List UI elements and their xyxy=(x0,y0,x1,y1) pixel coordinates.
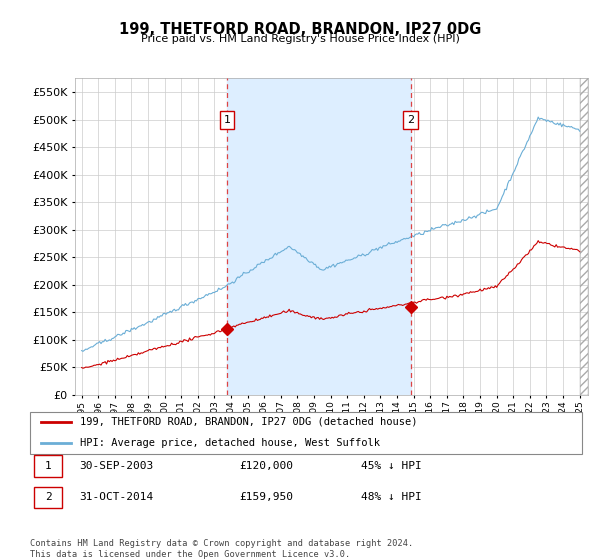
Text: £159,950: £159,950 xyxy=(240,492,294,502)
Text: 199, THETFORD ROAD, BRANDON, IP27 0DG: 199, THETFORD ROAD, BRANDON, IP27 0DG xyxy=(119,22,481,38)
Text: 45% ↓ HPI: 45% ↓ HPI xyxy=(361,461,422,471)
Text: 1: 1 xyxy=(45,461,52,471)
Text: 2: 2 xyxy=(407,115,415,125)
Bar xyxy=(34,455,62,477)
Text: £120,000: £120,000 xyxy=(240,461,294,471)
Text: 2: 2 xyxy=(45,492,52,502)
Text: 1: 1 xyxy=(223,115,230,125)
FancyBboxPatch shape xyxy=(30,412,582,454)
Text: HPI: Average price, detached house, West Suffolk: HPI: Average price, detached house, West… xyxy=(80,438,380,447)
Text: 31-OCT-2014: 31-OCT-2014 xyxy=(80,492,154,502)
Bar xyxy=(34,487,62,508)
Text: 199, THETFORD ROAD, BRANDON, IP27 0DG (detached house): 199, THETFORD ROAD, BRANDON, IP27 0DG (d… xyxy=(80,417,417,427)
Bar xyxy=(227,78,411,395)
Text: Contains HM Land Registry data © Crown copyright and database right 2024.
This d: Contains HM Land Registry data © Crown c… xyxy=(30,539,413,559)
Text: Price paid vs. HM Land Registry's House Price Index (HPI): Price paid vs. HM Land Registry's House … xyxy=(140,34,460,44)
Text: 30-SEP-2003: 30-SEP-2003 xyxy=(80,461,154,471)
Text: 48% ↓ HPI: 48% ↓ HPI xyxy=(361,492,422,502)
